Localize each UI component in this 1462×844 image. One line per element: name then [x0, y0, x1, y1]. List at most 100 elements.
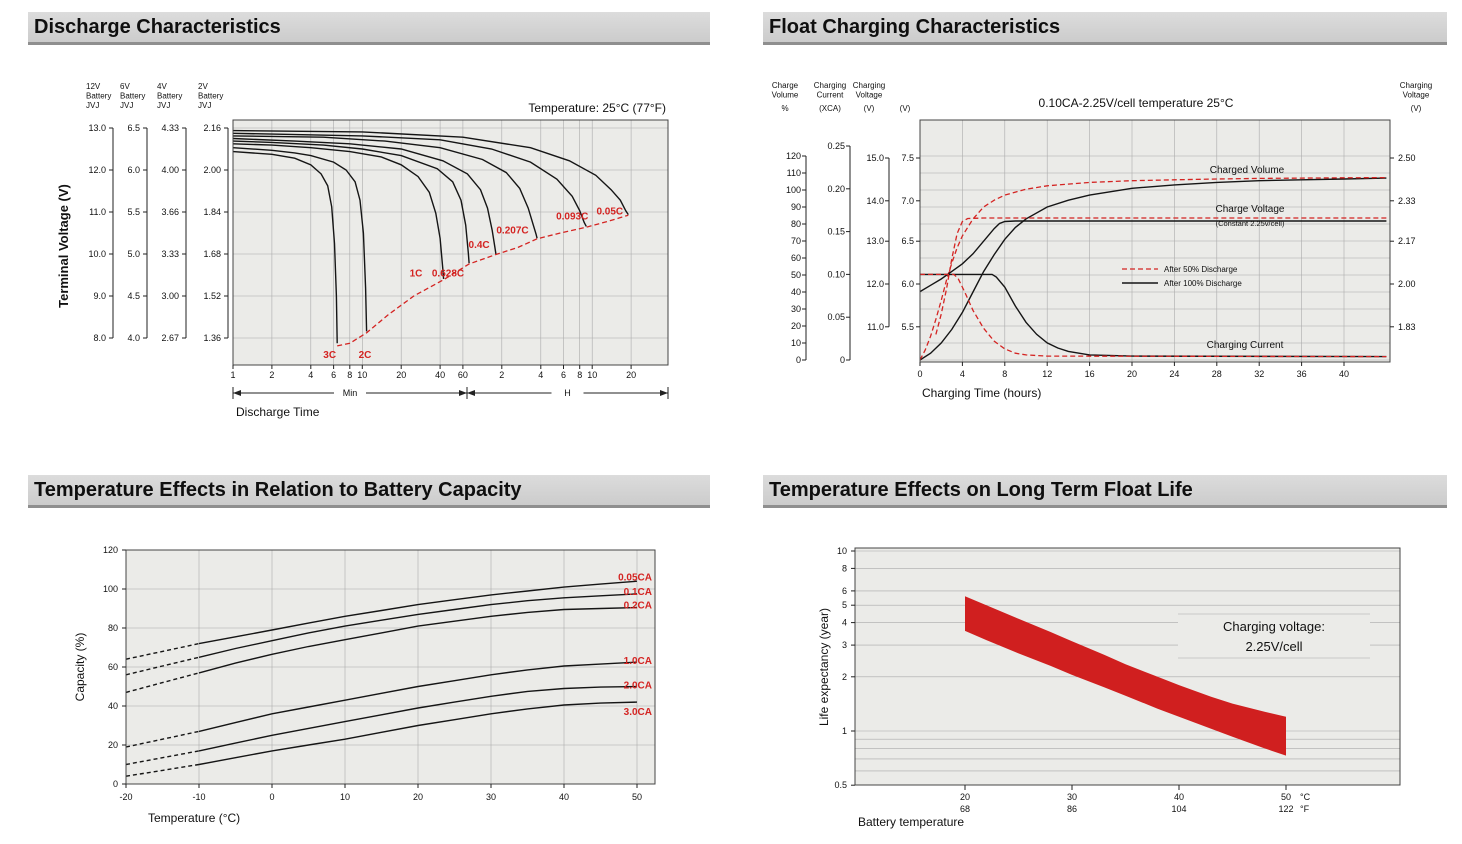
- svg-text:2.0CA: 2.0CA: [624, 681, 652, 692]
- discharge-curve-3C: [232, 150, 338, 344]
- svg-text:Capacity (%): Capacity (%): [73, 633, 87, 702]
- svg-text:4: 4: [842, 618, 847, 628]
- series-charged-volume-50: [919, 176, 1387, 361]
- svg-text:°C: °C: [1300, 792, 1311, 802]
- discharge-curve-0.4C: [232, 137, 497, 255]
- svg-text:0.1CA: 0.1CA: [624, 587, 652, 598]
- svg-text:40: 40: [1339, 369, 1349, 379]
- svg-text:0.2CA: 0.2CA: [624, 601, 652, 612]
- svg-text:16: 16: [1085, 369, 1095, 379]
- svg-text:30: 30: [1067, 792, 1077, 802]
- float-life-band: [965, 596, 1286, 756]
- capacity-curve-1.0CA: [198, 661, 638, 733]
- svg-text:20: 20: [626, 370, 636, 380]
- svg-text:9.0: 9.0: [93, 291, 106, 301]
- svg-text:10: 10: [791, 338, 801, 348]
- svg-text:8: 8: [347, 370, 352, 380]
- svg-text:20: 20: [791, 321, 801, 331]
- svg-text:1C: 1C: [410, 269, 423, 280]
- svg-text:Voltage: Voltage: [856, 91, 883, 100]
- capacity-curve-0.1CA: [198, 593, 638, 658]
- svg-text:0.05CA: 0.05CA: [618, 572, 652, 583]
- svg-text:104: 104: [1171, 804, 1186, 814]
- discharge-curve-1C: [232, 143, 445, 279]
- svg-text:120: 120: [786, 151, 801, 161]
- capacity-curve-lead-2.0CA: [125, 750, 200, 766]
- discharge-curve-0.628C: [232, 140, 470, 264]
- svg-text:30: 30: [486, 792, 496, 802]
- svg-text:(Constant 2.25v/cell): (Constant 2.25v/cell): [1216, 219, 1285, 228]
- svg-text:4: 4: [960, 369, 965, 379]
- series-charging-current-50: [920, 273, 1387, 358]
- svg-text:4.5: 4.5: [127, 291, 140, 301]
- svg-text:Discharge Time: Discharge Time: [236, 405, 320, 419]
- svg-text:5.0: 5.0: [127, 249, 140, 259]
- svg-text:JVJ: JVJ: [120, 101, 133, 110]
- svg-text:0.5: 0.5: [834, 780, 847, 790]
- svg-text:0.628C: 0.628C: [432, 269, 464, 280]
- svg-text:1.68: 1.68: [203, 249, 221, 259]
- svg-text:JVJ: JVJ: [86, 101, 99, 110]
- svg-text:3.66: 3.66: [161, 207, 179, 217]
- svg-text:2.67: 2.67: [161, 333, 179, 343]
- svg-text:Charging: Charging: [853, 81, 885, 90]
- svg-text:50: 50: [632, 792, 642, 802]
- svg-text:28: 28: [1212, 369, 1222, 379]
- svg-text:Charging Current: Charging Current: [1207, 340, 1284, 351]
- svg-text:%: %: [781, 104, 788, 113]
- svg-text:20: 20: [413, 792, 423, 802]
- svg-text:40: 40: [435, 370, 445, 380]
- svg-text:6: 6: [561, 370, 566, 380]
- svg-text:Battery: Battery: [198, 92, 223, 101]
- svg-text:8: 8: [1002, 369, 1007, 379]
- svg-text:50: 50: [791, 270, 801, 280]
- svg-text:7.0: 7.0: [901, 196, 914, 206]
- svg-text:12.0: 12.0: [866, 279, 884, 289]
- svg-text:Charging: Charging: [814, 81, 846, 90]
- svg-text:5: 5: [842, 600, 847, 610]
- section-header-float-life: Temperature Effects on Long Term Float L…: [763, 475, 1447, 508]
- svg-text:12V: 12V: [86, 82, 101, 91]
- svg-text:0.20: 0.20: [827, 184, 845, 194]
- svg-text:11.0: 11.0: [89, 207, 106, 217]
- svg-text:Battery temperature: Battery temperature: [858, 815, 964, 829]
- svg-text:70: 70: [791, 236, 801, 246]
- svg-text:86: 86: [1067, 804, 1077, 814]
- svg-text:68: 68: [960, 804, 970, 814]
- temperature-capacity-chart: 0 20 40 60 80 100 120 -20 -10 0 10 20 30 40 50 0.05CA 0.…: [73, 545, 656, 825]
- svg-text:6.5: 6.5: [127, 123, 140, 133]
- section-header-float-charging: Float Charging Characteristics: [763, 12, 1447, 45]
- svg-text:80: 80: [791, 219, 801, 229]
- svg-text:40: 40: [1174, 792, 1184, 802]
- svg-text:Current: Current: [817, 91, 844, 100]
- svg-text:100: 100: [786, 185, 801, 195]
- capacity-curve-lead-0.05CA: [125, 642, 200, 660]
- svg-text:After 100% Discharge: After 100% Discharge: [1164, 279, 1242, 288]
- svg-text:0.4C: 0.4C: [469, 240, 490, 251]
- svg-text:(V): (V): [864, 104, 875, 113]
- svg-text:20: 20: [396, 370, 406, 380]
- svg-text:°F: °F: [1300, 804, 1310, 814]
- svg-text:Charge: Charge: [772, 81, 799, 90]
- svg-text:0: 0: [269, 792, 274, 802]
- svg-text:50: 50: [1281, 792, 1291, 802]
- capacity-curve-lead-1.0CA: [125, 730, 200, 748]
- svg-text:Battery: Battery: [157, 92, 182, 101]
- svg-text:6: 6: [331, 370, 336, 380]
- section-header-discharge-characteristics: Discharge Characteristics: [28, 12, 710, 45]
- svg-text:122: 122: [1278, 804, 1293, 814]
- svg-text:6.5: 6.5: [901, 236, 914, 246]
- svg-text:3.00: 3.00: [161, 291, 179, 301]
- section-title: Temperature Effects on Long Term Float L…: [769, 479, 1193, 501]
- svg-text:60: 60: [108, 662, 118, 672]
- svg-text:0.15: 0.15: [827, 227, 845, 237]
- section-title: Discharge Characteristics: [34, 16, 281, 38]
- svg-text:6.0: 6.0: [127, 165, 140, 175]
- svg-text:0.05: 0.05: [827, 312, 845, 322]
- svg-text:(V): (V): [900, 104, 911, 113]
- svg-text:1.52: 1.52: [203, 291, 221, 301]
- svg-text:90: 90: [791, 202, 801, 212]
- section-title: Float Charging Characteristics: [769, 16, 1061, 38]
